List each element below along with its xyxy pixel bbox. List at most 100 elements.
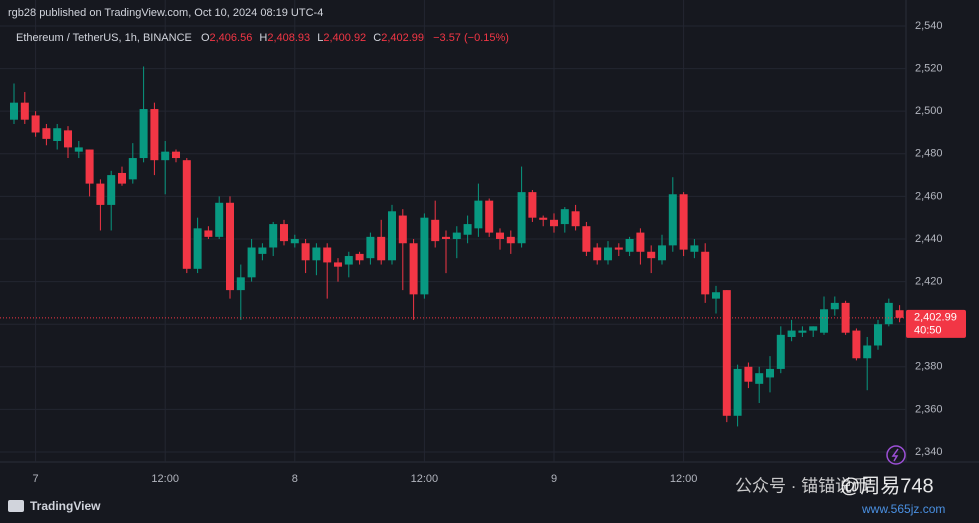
candle-body bbox=[215, 202, 224, 237]
candle-body bbox=[31, 115, 40, 133]
candle-body bbox=[733, 368, 742, 416]
y-tick-label: 2,440 bbox=[915, 233, 943, 245]
candle-body bbox=[517, 192, 526, 244]
candle-body bbox=[431, 219, 440, 242]
candle-body bbox=[679, 194, 688, 250]
candle-body bbox=[463, 224, 472, 235]
symbol: Ethereum / TetherUS, 1h, BINANCE bbox=[16, 32, 192, 44]
candle-body bbox=[290, 238, 299, 244]
candle-body bbox=[280, 224, 288, 242]
candle-body bbox=[690, 245, 699, 252]
candle-body bbox=[798, 330, 807, 333]
y-tick-label: 2,380 bbox=[915, 361, 943, 373]
candle-body bbox=[809, 326, 818, 331]
candle-body bbox=[366, 236, 375, 259]
y-tick-label: 2,500 bbox=[915, 105, 943, 117]
candle-body bbox=[128, 158, 137, 180]
candle-body bbox=[269, 224, 278, 248]
candle-body bbox=[701, 251, 710, 295]
candle-body bbox=[334, 262, 342, 267]
price-tag-label: 2,402.99 bbox=[914, 312, 957, 324]
candle-body bbox=[636, 232, 645, 252]
candle-body bbox=[226, 202, 234, 291]
candles bbox=[10, 66, 904, 427]
c-prefix: C bbox=[373, 32, 381, 44]
candle-body bbox=[355, 253, 364, 261]
y-tick-label: 2,460 bbox=[915, 190, 943, 202]
candle-body bbox=[852, 330, 861, 359]
x-tick-label: 8 bbox=[292, 473, 298, 485]
change: −3.57 (−0.15%) bbox=[433, 32, 509, 44]
candle-body bbox=[841, 302, 850, 333]
candle-body bbox=[398, 215, 407, 244]
candle-body bbox=[830, 302, 839, 310]
brand-logo bbox=[8, 500, 24, 512]
x-tick-label: 9 bbox=[551, 473, 557, 485]
candle-body bbox=[20, 102, 29, 120]
candle-body bbox=[550, 219, 558, 227]
candle-body bbox=[442, 236, 450, 239]
countdown: 40:50 bbox=[914, 325, 942, 337]
candle-body bbox=[53, 128, 62, 142]
y-tick-label: 2,540 bbox=[915, 20, 943, 32]
candle-body bbox=[712, 292, 720, 299]
candle-body bbox=[193, 228, 202, 269]
candle-body bbox=[560, 209, 569, 225]
y-tick-label: 2,360 bbox=[915, 403, 943, 415]
candle-body bbox=[42, 128, 51, 139]
candle-body bbox=[150, 109, 159, 161]
price-tag bbox=[906, 309, 966, 338]
candle-body bbox=[884, 302, 893, 325]
candle-body bbox=[96, 183, 105, 205]
candle-body bbox=[776, 334, 785, 369]
candle-body bbox=[118, 172, 126, 184]
candle-body bbox=[604, 247, 612, 261]
x-tick-label: 12:00 bbox=[151, 473, 179, 485]
candle-body bbox=[258, 247, 267, 254]
candle-body bbox=[301, 243, 310, 261]
candle-body bbox=[452, 232, 461, 239]
candle-body bbox=[182, 160, 191, 269]
candle-body bbox=[539, 217, 548, 220]
candle-body bbox=[506, 236, 515, 244]
candle-body bbox=[139, 109, 148, 159]
watermark: @周易748 bbox=[840, 475, 934, 497]
close: 2,402.99 bbox=[381, 32, 424, 44]
watermark-url: www.565jz.com bbox=[861, 502, 945, 516]
candle-body bbox=[474, 200, 483, 229]
l-prefix: L bbox=[317, 32, 323, 44]
candle-body bbox=[312, 247, 321, 261]
publisher: rgb28 published on TradingView.com, Oct … bbox=[8, 7, 323, 19]
candle-body bbox=[64, 130, 72, 148]
candle-body bbox=[172, 151, 180, 159]
candle-body bbox=[409, 243, 418, 295]
candle-body bbox=[247, 247, 256, 278]
y-tick-label: 2,520 bbox=[915, 62, 943, 74]
candle-body bbox=[485, 200, 494, 233]
candle-body bbox=[744, 366, 753, 382]
candle-body bbox=[496, 232, 504, 239]
open: 2,406.56 bbox=[210, 32, 253, 44]
watermark: 公众号 · 锚锚说币 bbox=[735, 476, 869, 495]
candle-body bbox=[874, 324, 882, 346]
candle-body bbox=[74, 147, 83, 152]
candle-body bbox=[582, 226, 591, 252]
legend: Ethereum / TetherUS, 1h, BINANCE O2,406.… bbox=[16, 32, 509, 44]
alert-icon[interactable] bbox=[886, 445, 906, 465]
alert-bolt bbox=[891, 448, 899, 462]
candle-body bbox=[377, 236, 386, 261]
candle-body bbox=[787, 330, 796, 337]
candle-body bbox=[668, 194, 677, 246]
x-tick-label: 12:00 bbox=[670, 473, 698, 485]
candle-body bbox=[236, 277, 245, 291]
candle-body bbox=[107, 175, 116, 205]
candle-body bbox=[593, 247, 602, 261]
candle-body bbox=[614, 247, 623, 250]
candle-body bbox=[420, 217, 429, 295]
candle-body bbox=[820, 309, 828, 333]
candle-body bbox=[722, 290, 731, 416]
candle-body bbox=[388, 211, 396, 261]
h-prefix: H bbox=[259, 32, 267, 44]
